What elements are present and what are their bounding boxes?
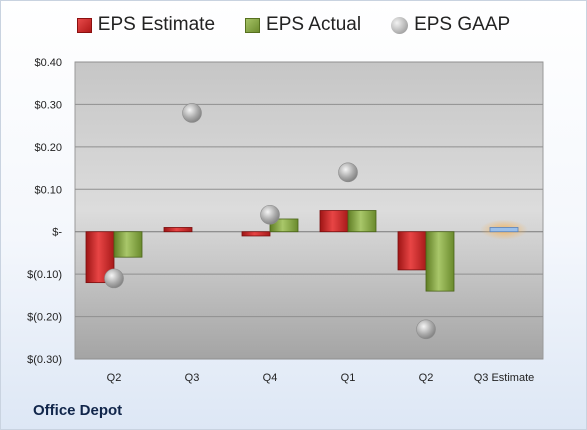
legend-label-estimate: EPS Estimate <box>97 14 216 35</box>
legend-swatch-gaap <box>391 16 409 34</box>
bar-eps-actual <box>113 231 143 258</box>
bar-eps-actual <box>347 210 377 233</box>
bar-eps-actual <box>269 218 299 233</box>
y-tick-label: $0.10 <box>34 184 62 196</box>
bar-eps-estimate <box>319 210 349 233</box>
legend-item-estimate: EPS Estimate <box>76 14 216 36</box>
x-tick-label: Q4 <box>263 372 278 384</box>
bar-eps-actual <box>425 231 455 292</box>
bar-eps-estimate <box>163 227 193 233</box>
y-tick-label: $0.40 <box>34 57 62 69</box>
y-tick-label: $(0.20) <box>27 312 62 324</box>
x-tick-label: Q1 <box>341 372 356 384</box>
point-eps-gaap <box>338 162 358 183</box>
legend-item-actual: EPS Actual <box>245 14 361 36</box>
legend-label-gaap: EPS GAAP <box>414 14 511 35</box>
company-name: Office Depot <box>33 402 123 419</box>
point-eps-gaap <box>260 204 280 225</box>
x-tick-label: Q3 Estimate <box>474 372 535 384</box>
bar-eps-estimate <box>397 231 427 271</box>
bar-eps-estimate <box>241 231 271 237</box>
y-tick-label: $0.30 <box>34 99 62 111</box>
y-tick-label: $0.20 <box>34 142 62 154</box>
legend-item-gaap: EPS GAAP <box>391 14 510 36</box>
x-tick-label: Q3 <box>185 372 200 384</box>
plot-area <box>74 61 544 360</box>
point-eps-gaap <box>416 319 436 340</box>
legend-swatch-actual <box>245 17 261 33</box>
point-eps-gaap <box>182 103 202 123</box>
x-tick-label: Q2 <box>107 372 122 384</box>
legend-swatch-estimate <box>76 17 92 33</box>
legend-label-actual: EPS Actual <box>266 14 362 35</box>
point-eps-gaap <box>104 268 124 289</box>
y-tick-label: $- <box>52 227 62 239</box>
y-tick-label: $(0.10) <box>27 269 62 281</box>
y-tick-label: $(0.30) <box>27 354 62 366</box>
x-tick-label: Q2 <box>419 372 434 384</box>
bar-eps-estimate <box>85 231 115 284</box>
bar-eps-estimate-projected <box>489 227 519 233</box>
legend: EPS Estimate EPS Actual EPS GAAP <box>0 14 587 36</box>
